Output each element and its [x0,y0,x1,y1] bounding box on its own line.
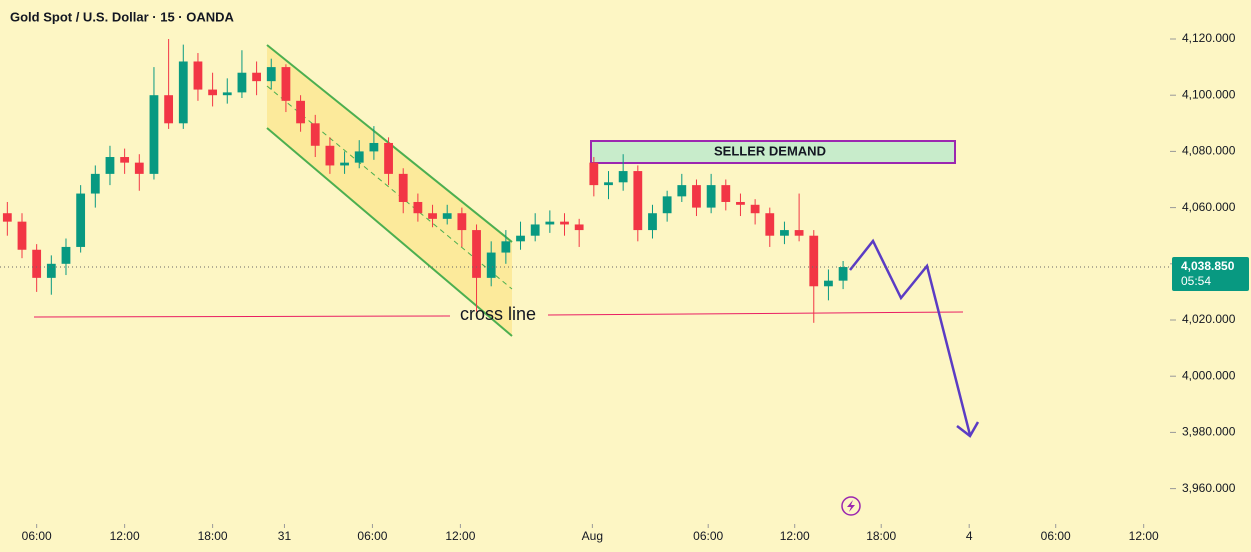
candle-body [721,185,731,202]
x-tick-label: 06:00 [693,529,723,543]
countdown-label: 05:54 [1181,274,1211,288]
zone-label: SELLER DEMAND [714,143,826,158]
candle-body [178,61,188,124]
last-price-tag [1172,257,1249,292]
y-tick-label: 4,020.000 [1182,312,1236,326]
event-icon[interactable] [841,496,861,516]
candle-body [750,204,760,214]
x-tick-label: Aug [582,529,603,543]
candle-body [134,162,144,174]
candle-body [32,249,42,278]
channel-line [266,127,513,337]
candle-body [164,95,174,124]
candle-body [545,221,555,225]
candle-body [149,95,159,174]
candle-body [633,171,643,231]
y-tick-label: 3,980.000 [1182,425,1236,439]
candle-body [486,252,496,278]
x-tick-label: 31 [278,529,292,543]
candle-body [457,213,467,231]
candle-body [105,157,115,174]
candle-body [340,162,349,166]
candle-body [237,72,247,93]
candle-body [17,221,27,250]
candle-body [2,213,12,222]
x-tick-label: 12:00 [780,529,810,543]
candle-body [765,213,775,236]
candle-body [193,61,203,90]
y-tick-label: 3,960.000 [1182,481,1236,495]
projection-path [849,238,972,436]
y-tick-label: 4,080.000 [1182,144,1236,158]
candle-body [222,92,232,96]
candle-body [824,280,833,287]
zone-box [590,140,956,164]
chart-title: Gold Spot / U.S. Dollar · 15 · OANDA [10,9,235,24]
x-tick-label: 12:00 [110,529,140,543]
x-tick-label: 12:00 [445,529,475,543]
candle-body [516,235,525,242]
candle-body [692,185,701,208]
candle-body [706,185,716,208]
candle-body [266,67,276,82]
candle-body [589,162,599,186]
candle-body [281,67,291,101]
candle-body [398,173,408,202]
y-tick-label: 4,060.000 [1182,200,1236,214]
candle-body [120,157,130,163]
cross-line [547,311,964,316]
candle-body [252,72,261,82]
candle-body [618,171,628,183]
candle-body [428,213,437,219]
cross-line-label: cross line [460,304,536,324]
candle-body [46,263,56,278]
candle-body [208,89,218,96]
candle-body [574,224,584,231]
candle-body [354,151,364,163]
x-tick-label: 12:00 [1129,529,1159,543]
candle-body [296,100,305,124]
y-tick-label: 4,000.000 [1182,368,1236,382]
candle-body [413,201,423,214]
x-tick-label: 06:00 [357,529,387,543]
candle-body [384,142,393,174]
candle-body [61,246,71,264]
channel-mid [266,85,513,290]
x-tick-label: 18:00 [866,529,896,543]
candle-body [76,193,86,247]
x-tick-label: 4 [966,529,973,543]
projection-arrow [956,421,980,438]
x-tick-label: 06:00 [22,529,52,543]
candle-body [530,224,540,236]
candle-body [736,201,745,205]
candle-body [794,230,804,236]
cross-line [33,315,451,318]
x-tick-label: 18:00 [198,529,228,543]
candle-body [604,182,613,186]
candle-body [325,145,335,166]
candle-body [809,235,819,287]
candle-body [310,123,320,146]
candle-body [442,213,452,219]
candle-body [648,213,657,231]
candle-body [838,267,848,281]
y-tick-label: 4,100.000 [1182,87,1236,101]
candle-body [369,142,379,152]
candle-body [472,230,481,278]
candle-body [501,241,511,253]
candle-body [90,173,100,194]
channel-fill [267,45,512,336]
last-price-label: 4,038.850 [1181,259,1235,273]
candle-body [677,185,687,197]
candle-body [560,221,569,225]
event-icon-bolt [847,500,855,512]
y-tick-label: 4,120.000 [1182,31,1236,45]
candle-body [662,196,672,214]
x-tick-label: 06:00 [1041,529,1071,543]
candle-body [780,230,789,236]
